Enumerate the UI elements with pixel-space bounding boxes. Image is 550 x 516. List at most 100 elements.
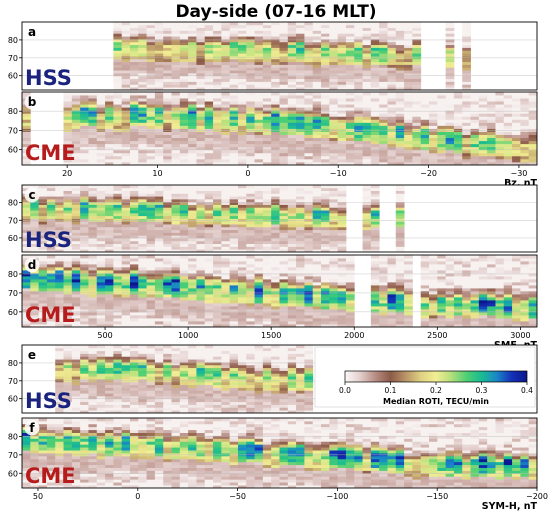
heatmap-cell <box>503 125 513 129</box>
heatmap-cell <box>287 61 297 65</box>
heatmap-cell <box>163 53 172 57</box>
heatmap-cell <box>138 267 147 271</box>
heatmap-cell <box>146 312 156 316</box>
heatmap-cell <box>312 122 322 126</box>
heatmap-cell <box>495 297 505 301</box>
heatmap-cell <box>495 300 505 304</box>
heatmap-cell <box>437 122 447 126</box>
heatmap-cell <box>445 24 455 29</box>
heatmap-cell <box>262 306 272 310</box>
heatmap-cell <box>395 321 405 325</box>
heatmap-cell <box>262 61 272 65</box>
heatmap-cell <box>362 22 372 26</box>
heatmap-cell <box>138 315 147 319</box>
heatmap-cell <box>204 306 214 310</box>
heatmap-cell <box>188 221 197 225</box>
heatmap-cell <box>321 279 330 283</box>
heatmap-cell <box>204 78 214 82</box>
heatmap-cell <box>204 84 214 88</box>
heatmap-cell <box>221 110 231 114</box>
heatmap-cell <box>395 50 405 54</box>
heatmap-cell <box>121 73 131 77</box>
heatmap-cell <box>179 30 189 34</box>
heatmap-cell <box>22 246 31 250</box>
heatmap-cell <box>370 324 380 327</box>
heatmap-cell <box>345 149 355 154</box>
heatmap-cell <box>271 137 280 142</box>
heatmap-cell <box>138 229 147 233</box>
heatmap-cell <box>229 258 239 262</box>
heatmap-cell <box>213 255 222 259</box>
heatmap-cell <box>88 122 98 126</box>
heatmap-cell <box>487 92 496 96</box>
heatmap-cell <box>30 318 40 322</box>
heatmap-cell <box>80 243 89 247</box>
heatmap-cell <box>337 255 347 259</box>
heatmap-cell <box>337 78 347 82</box>
heatmap-cell <box>55 367 64 371</box>
heatmap-cell <box>138 204 147 208</box>
heatmap-cell <box>370 81 380 85</box>
heatmap-cell <box>163 246 172 250</box>
heatmap-cell <box>213 131 222 135</box>
heatmap-cell <box>246 158 255 163</box>
heatmap-cell <box>445 30 455 34</box>
heatmap-cell <box>296 235 305 239</box>
heatmap-cell <box>221 140 231 145</box>
heatmap-cell <box>204 193 214 197</box>
heatmap-cell <box>254 158 264 163</box>
heatmap-cell <box>321 116 330 120</box>
heatmap-cell <box>63 312 73 316</box>
heatmap-cell <box>154 44 164 48</box>
heatmap-cell <box>520 98 530 102</box>
heatmap-cell <box>113 267 123 271</box>
heatmap-cell <box>129 24 139 29</box>
heatmap-cell <box>196 240 206 245</box>
heatmap-cell <box>254 193 264 197</box>
heatmap-cell <box>503 318 513 322</box>
heatmap-cell <box>146 41 156 46</box>
heatmap-cell <box>246 321 255 325</box>
heatmap-cell <box>520 309 530 313</box>
heatmap-cell <box>188 215 197 219</box>
heatmap-cell <box>395 270 405 274</box>
heatmap-cell <box>55 297 64 301</box>
heatmap-cell <box>262 258 272 262</box>
heatmap-cell <box>105 204 114 208</box>
heatmap-cell <box>296 315 305 319</box>
heatmap-cell <box>63 137 73 142</box>
heatmap-cell <box>246 119 255 123</box>
heatmap-cell <box>287 30 297 34</box>
heatmap-cell <box>512 110 521 114</box>
heatmap-cell <box>71 185 81 189</box>
heatmap-cell <box>246 36 255 40</box>
heatmap-cell <box>296 107 305 111</box>
heatmap-cell <box>246 33 255 37</box>
heatmap-cell <box>470 152 480 157</box>
heatmap-cell <box>171 39 181 43</box>
heatmap-cell <box>121 196 131 200</box>
heatmap-cell <box>129 44 139 48</box>
heatmap-cell <box>404 131 413 135</box>
heatmap-cell <box>271 270 280 274</box>
heatmap-cell <box>287 158 297 163</box>
heatmap-cell <box>96 373 106 377</box>
heatmap-cell <box>71 193 81 197</box>
heatmap-cell <box>163 125 172 129</box>
heatmap-cell <box>287 107 297 111</box>
heatmap-cell <box>362 107 372 111</box>
heatmap-cell <box>470 282 480 286</box>
heatmap-cell <box>271 258 280 262</box>
heatmap-cell <box>503 324 513 327</box>
heatmap-cell <box>213 158 222 163</box>
heatmap-cell <box>287 73 297 77</box>
heatmap-cell <box>204 39 214 43</box>
heatmap-cell <box>337 201 347 205</box>
heatmap-cell <box>105 318 114 322</box>
heatmap-cell <box>470 321 480 325</box>
heatmap-cell <box>453 321 463 325</box>
heatmap-cell <box>412 47 422 51</box>
heatmap-cell <box>478 95 488 99</box>
heatmap-cell <box>171 44 181 48</box>
heatmap-cell <box>71 201 81 205</box>
